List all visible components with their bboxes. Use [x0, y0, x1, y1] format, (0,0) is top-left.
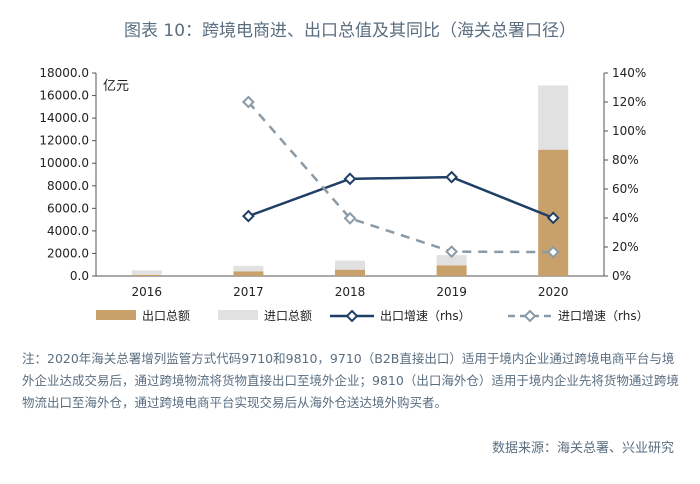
legend-import-label: 进口总额: [264, 309, 312, 323]
left-tick-label: 12000.0: [39, 134, 89, 148]
right-tick-label: 60%: [612, 182, 639, 196]
export-growth-point: [343, 172, 357, 186]
right-tick-label: 100%: [612, 124, 646, 138]
right-ticks: 140% 120% 100% 80% 60% 40% 20% 0%: [604, 66, 646, 283]
lines: [241, 95, 560, 259]
chart-title: 图表 10：跨境电商进、出口总值及其同比（海关总署口径）: [124, 21, 576, 41]
right-tick-label: 20%: [612, 240, 639, 254]
x-tick-label: 2019: [436, 285, 467, 299]
legend-import-growth-label: 进口增速（rhs）: [558, 309, 649, 323]
left-tick-label: 6000.0: [47, 201, 89, 215]
import-growth-point: [343, 211, 357, 225]
footnote: 注：2020年海关总署增列监管方式代码9710和9810，9710（B2B直接出…: [22, 351, 679, 410]
left-tick-label: 4000.0: [47, 224, 89, 238]
export-bar: [335, 269, 365, 276]
legend-export-swatch: [96, 310, 136, 320]
left-tick-label: 2000.0: [47, 246, 89, 260]
x-tick-label: 2020: [538, 285, 569, 299]
x-tick-label: 2016: [132, 285, 163, 299]
legend: 出口总额 进口总额 出口增速（rhs） 进口增速（rhs）: [96, 309, 649, 323]
import-growth-point: [546, 245, 560, 259]
import-growth-point: [241, 95, 255, 109]
legend-import-growth-marker: [523, 309, 537, 323]
export-growth-point: [241, 209, 255, 223]
import-bar: [335, 260, 365, 270]
data-source: 数据来源：海关总署、兴业研究: [491, 441, 674, 456]
import-bar: [436, 255, 467, 266]
right-tick-label: 140%: [612, 66, 646, 80]
left-tick-label: 8000.0: [47, 179, 89, 193]
export-growth-point: [445, 170, 459, 184]
import-bar: [538, 85, 569, 150]
x-tick-label: 2018: [335, 285, 366, 299]
left-tick-label: 0.0: [70, 269, 89, 283]
chart: 图表 10：跨境电商进、出口总值及其同比（海关总署口径） 亿元 18000.01…: [39, 21, 649, 323]
right-tick-label: 0%: [612, 269, 631, 283]
left-tick-label: 10000.0: [39, 156, 89, 170]
legend-export-growth-label: 出口增速（rhs）: [380, 309, 471, 323]
right-tick-label: 80%: [612, 153, 639, 167]
right-tick-label: 120%: [612, 95, 646, 109]
legend-import-swatch: [218, 310, 258, 320]
right-tick-label: 40%: [612, 211, 639, 225]
legend-export-label: 出口总额: [142, 309, 190, 323]
unit-label: 亿元: [103, 79, 129, 94]
legend-export-growth-marker: [345, 309, 359, 323]
x-tick-label: 2017: [233, 285, 264, 299]
export-bar: [436, 265, 467, 276]
left-tick-label: 16000.0: [39, 89, 89, 103]
left-tick-label: 18000.0: [39, 66, 89, 80]
export-growth-line: [247, 175, 554, 220]
left-ticks: 18000.0 16000.0 14000.0 12000.0 10000.0 8000.…: [39, 66, 96, 283]
import-bar: [131, 270, 162, 275]
import-growth-point: [445, 245, 459, 259]
export-bar: [233, 271, 264, 276]
export-bar: [131, 274, 162, 276]
left-tick-label: 14000.0: [39, 111, 89, 125]
export-growth-point: [546, 211, 560, 225]
import-growth-line: [247, 101, 554, 254]
x-ticks: 2016 2017 2018 2019 2020: [132, 285, 569, 299]
import-bar: [233, 265, 264, 272]
